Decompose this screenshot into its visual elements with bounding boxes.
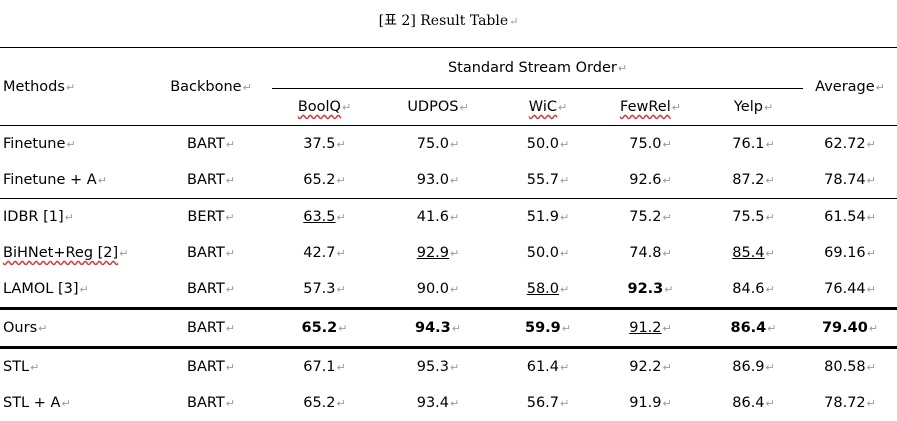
- average-cell: 78.72↵: [824, 395, 876, 411]
- value-cell: 92.9↵: [416, 245, 460, 261]
- value-cell: 92.3↵: [627, 281, 674, 297]
- value-cell: 50.0↵: [499, 125, 597, 162]
- value-cell: 86.4↵: [704, 307, 804, 348]
- value-cell: 75.0↵: [377, 125, 499, 162]
- average-cell: 80.58↵: [803, 346, 897, 385]
- dataset-header: FewRel↵: [597, 88, 704, 126]
- average-cell: 62.72↵: [803, 125, 897, 162]
- backbone-cell: BART↵: [187, 245, 235, 261]
- table-row: STL + A↵ BART↵ 65.2↵ 93.4↵ 56.7↵ 91.9↵ 86.4↵ 78…: [0, 385, 897, 421]
- value-cell: 67.1↵: [272, 346, 377, 385]
- value-cell: 58.0↵: [526, 281, 570, 297]
- value-cell: 86.9↵: [704, 346, 804, 385]
- method-cell: Finetune + A↵: [3, 172, 107, 188]
- backbone-cell: BART↵: [187, 172, 235, 188]
- value-cell: 86.4↵: [732, 395, 775, 411]
- value-cell: 75.2↵: [597, 198, 704, 235]
- stream-order-header: Standard Stream Order↵: [272, 47, 804, 89]
- backbone-cell: BART↵: [187, 395, 235, 411]
- average-cell: 76.44↵: [824, 281, 876, 297]
- value-cell: 55.7↵: [526, 172, 570, 188]
- table-row: IDBR [1]↵ BERT↵ 63.5↵ 41.6↵ 51.9↵ 75.2↵ 75.5↵ 6…: [0, 198, 897, 235]
- method-cell: Ours↵: [0, 307, 150, 348]
- dataset-header: UDPOS↵: [377, 88, 499, 126]
- value-cell: 95.3↵: [377, 346, 499, 385]
- value-cell: 37.5↵: [272, 125, 377, 162]
- average-cell: 79.40↵: [803, 307, 897, 348]
- value-cell: 59.9↵: [499, 307, 597, 348]
- value-cell: 91.9↵: [629, 395, 672, 411]
- value-cell: 65.2↵: [303, 172, 346, 188]
- value-cell: 87.2↵: [732, 172, 775, 188]
- dataset-header: Yelp↵: [704, 88, 804, 126]
- value-cell: 61.4↵: [499, 346, 597, 385]
- method-cell: IDBR [1]↵: [0, 198, 150, 235]
- value-cell: 51.9↵: [499, 198, 597, 235]
- value-cell: 50.0↵: [526, 245, 570, 261]
- dataset-header-row: BoolQ↵ UDPOS↵ WiC↵ FewRel↵ Yelp↵: [0, 88, 897, 126]
- value-cell: 76.1↵: [704, 125, 804, 162]
- value-cell: 84.6↵: [732, 281, 775, 297]
- backbone-cell: BART↵: [187, 281, 235, 297]
- average-cell: 78.74↵: [824, 172, 876, 188]
- value-cell: 85.4↵: [732, 245, 775, 261]
- table-row: Finetune↵ BART↵ 37.5↵ 75.0↵ 50.0↵ 75.0↵ 76.1↵ 6…: [0, 125, 897, 162]
- table-row: Ours↵ BART↵ 65.2↵ 94.3↵ 59.9↵ 91.2↵ 86.4↵ 79.40…: [0, 307, 897, 348]
- table-row: LAMOL [3]↵ BART↵ 57.3↵ 90.0↵ 58.0↵ 92.3↵ 84.6↵…: [0, 271, 897, 309]
- value-cell: 65.2↵: [272, 307, 377, 348]
- value-cell: 63.5↵: [272, 198, 377, 235]
- result-table: Methods↵ Backbone↵ Standard Stream Order…: [0, 47, 897, 421]
- value-cell: 42.7↵: [303, 245, 346, 261]
- value-cell: 93.4↵: [416, 395, 460, 411]
- average-header: Average↵: [803, 47, 897, 126]
- method-cell: Finetune↵: [0, 125, 150, 162]
- average-cell: 69.16↵: [824, 245, 876, 261]
- value-cell: 65.2↵: [303, 395, 346, 411]
- method-cell: STL + A↵: [3, 395, 71, 411]
- value-cell: 56.7↵: [526, 395, 570, 411]
- value-cell: 93.0↵: [416, 172, 460, 188]
- value-cell: 94.3↵: [377, 307, 499, 348]
- method-cell: STL↵: [0, 346, 150, 385]
- backbone-header: Backbone↵: [150, 47, 272, 126]
- table-row: BiHNet+Reg [2]↵ BART↵ 42.7↵ 92.9↵ 50.0↵ 74.8↵…: [0, 235, 897, 271]
- method-cell: LAMOL [3]↵: [3, 281, 89, 297]
- backbone-cell: BART↵: [150, 307, 272, 348]
- value-cell: 92.2↵: [597, 346, 704, 385]
- value-cell: 75.0↵: [597, 125, 704, 162]
- value-cell: 90.0↵: [416, 281, 460, 297]
- value-cell: 92.6↵: [629, 172, 672, 188]
- backbone-cell: BERT↵: [150, 198, 272, 235]
- header-row: Methods↵ Backbone↵ Standard Stream Order…: [0, 47, 897, 126]
- value-cell: 74.8↵: [629, 245, 672, 261]
- dataset-header: WiC↵: [499, 88, 597, 126]
- table-row: STL↵ BART↵ 67.1↵ 95.3↵ 61.4↵ 92.2↵ 86.9↵ 80.58↵: [0, 346, 897, 385]
- backbone-cell: BART↵: [150, 125, 272, 162]
- method-cell: BiHNet+Reg [2]↵: [3, 245, 129, 261]
- average-cell: 61.54↵: [803, 198, 897, 235]
- table-row: Finetune + A↵ BART↵ 65.2↵ 93.0↵ 55.7↵ 92.6↵ 87…: [0, 162, 897, 199]
- value-cell: 91.2↵: [597, 307, 704, 348]
- backbone-cell: BART↵: [150, 346, 272, 385]
- methods-header: Methods↵: [0, 47, 150, 126]
- dataset-header: BoolQ↵: [272, 88, 377, 126]
- value-cell: 57.3↵: [303, 281, 346, 297]
- value-cell: 41.6↵: [377, 198, 499, 235]
- value-cell: 75.5↵: [704, 198, 804, 235]
- table-title: [표 2] Result Table↵: [378, 13, 519, 29]
